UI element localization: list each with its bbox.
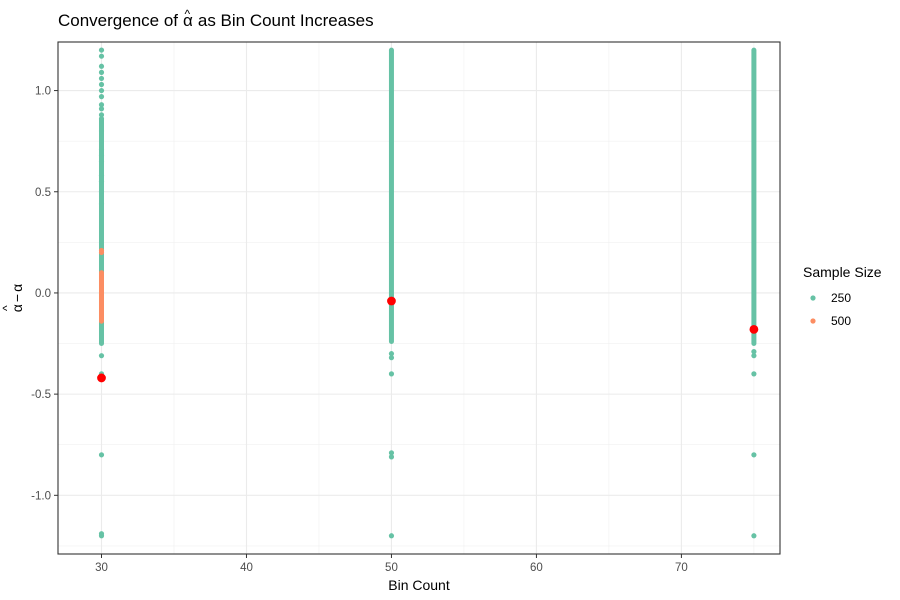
series-250-point bbox=[98, 353, 105, 359]
series-250-point bbox=[98, 47, 105, 53]
series-250-point bbox=[751, 452, 757, 458]
series-250-point bbox=[98, 152, 105, 158]
y-title-hat-accent: ^ bbox=[0, 305, 14, 311]
title-hat-accent: ^ bbox=[185, 7, 191, 21]
series-500-point bbox=[98, 247, 105, 254]
y-title-minus: − bbox=[9, 294, 25, 302]
series-250-point bbox=[98, 201, 105, 207]
y-tick-label: 1.0 bbox=[35, 86, 51, 98]
series-250-point bbox=[388, 351, 395, 357]
x-tick-label: 60 bbox=[530, 562, 543, 574]
mean-point bbox=[387, 296, 396, 306]
y-title-alpha: α bbox=[9, 284, 25, 292]
series-250-point bbox=[751, 533, 757, 539]
series-250-point bbox=[98, 81, 105, 88]
series-250-point bbox=[388, 533, 395, 539]
title-alpha-hat: α bbox=[183, 11, 193, 30]
series-250-point bbox=[98, 87, 105, 94]
series-250-point bbox=[98, 158, 105, 164]
svg-text:α−α: α − α bbox=[9, 284, 25, 312]
series-250-point bbox=[98, 53, 105, 59]
plot-panel bbox=[57, 41, 781, 555]
legend-label-250: 250 bbox=[831, 291, 851, 305]
series-250-point bbox=[98, 533, 105, 539]
legend-key-500 bbox=[810, 318, 816, 324]
y-tick-label: 0.0 bbox=[35, 288, 51, 300]
x-tick-label: 30 bbox=[95, 562, 108, 574]
series-250-point bbox=[388, 450, 395, 456]
x-tick-label: 70 bbox=[675, 562, 688, 574]
title-suffix: as Bin Count Increases bbox=[198, 11, 374, 30]
series-250-point bbox=[98, 128, 105, 134]
y-tick-label: -1.0 bbox=[31, 490, 51, 502]
series-250-point bbox=[98, 63, 105, 69]
series-250-point bbox=[98, 75, 105, 82]
series-250-point bbox=[98, 146, 105, 152]
mean-point bbox=[97, 373, 106, 383]
series-250-point bbox=[98, 452, 105, 458]
chart-title: Convergence of α as Bin Count Increases bbox=[58, 11, 374, 30]
series-250-point bbox=[98, 179, 105, 185]
x-axis-title: Bin Count bbox=[388, 577, 450, 593]
series-250-point bbox=[98, 189, 105, 195]
legend: Sample Size 250 500 bbox=[803, 264, 882, 328]
y-axis: -1.0 -0.5 0.0 0.5 1.0 bbox=[31, 86, 58, 502]
series-250-point bbox=[388, 355, 395, 361]
title-prefix: Convergence of bbox=[58, 11, 178, 30]
x-axis: 30 40 50 60 70 bbox=[95, 554, 688, 574]
series-250-point bbox=[98, 102, 105, 108]
series-250-point bbox=[98, 116, 105, 122]
y-tick-label: -0.5 bbox=[31, 389, 51, 401]
series-250-point bbox=[98, 94, 105, 100]
legend-label-500: 500 bbox=[831, 314, 851, 328]
x-tick-label: 50 bbox=[385, 562, 398, 574]
legend-title: Sample Size bbox=[803, 264, 882, 280]
mean-point bbox=[749, 324, 759, 334]
series-250-point bbox=[751, 349, 757, 355]
panel-border bbox=[57, 41, 781, 555]
x-tick-label: 40 bbox=[240, 562, 253, 574]
mean-points bbox=[97, 296, 759, 383]
series-250-point bbox=[98, 112, 105, 118]
y-axis-title: α − α ^ bbox=[0, 284, 25, 312]
data-points bbox=[98, 47, 757, 539]
panel-background bbox=[58, 42, 780, 554]
series-250-point bbox=[751, 371, 757, 377]
y-title-alpha-hat: α bbox=[9, 304, 25, 312]
series-250-point bbox=[388, 371, 395, 377]
series-250-point bbox=[98, 106, 105, 112]
series-250-point bbox=[751, 353, 757, 359]
y-tick-label: 0.5 bbox=[35, 187, 51, 199]
series-250-point bbox=[388, 454, 395, 460]
legend-key-250 bbox=[810, 295, 816, 301]
series-250-point bbox=[98, 69, 105, 75]
series-250-point bbox=[98, 172, 105, 179]
